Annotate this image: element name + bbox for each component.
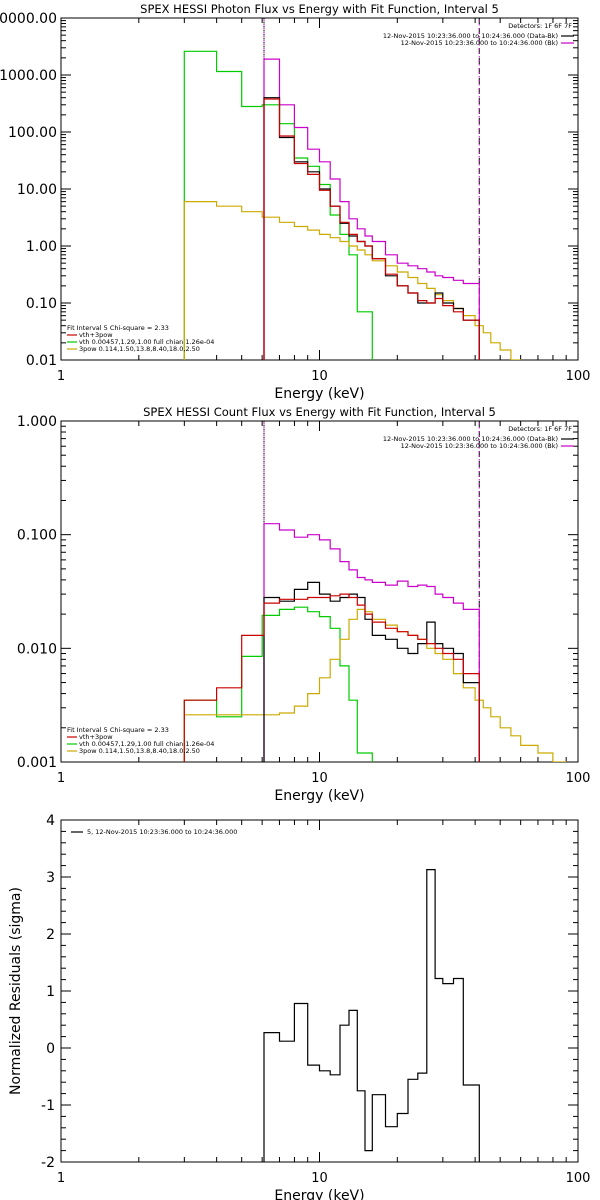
legend-entry: 12-Nov-2015 10:23:36.000 to 10:24:36.000… [401,39,558,47]
y-tick-label: 0.100 [17,528,57,544]
series-4-line [263,581,480,762]
legend-entry: 12-Nov-2015 10:23:36.000 to 10:24:36.000… [383,435,558,443]
x-tick-label: 10 [311,771,328,786]
chart-title: SPEX HESSI Photon Flux vs Energy with Fi… [140,2,499,16]
y-tick-label: 1000.00 [0,68,57,84]
fit-legend-title: Fit Interval 5 Chi-square = 2.33 [67,726,169,734]
chart-1: SPEX HESSI Photon Flux vs Energy with Fi… [0,2,590,402]
y-tick-label: 0.01 [26,353,57,369]
series-1-line [183,50,373,360]
fit-legend-title: Fit Interval 5 Chi-square = 2.33 [67,324,169,332]
y-tick-label: 1 [46,984,55,1000]
y-axis-label: Normalized Residuals (sigma) [8,887,24,1095]
series-1-line [183,606,373,762]
y-tick-label: 2 [46,927,55,943]
series-3-line [263,58,480,360]
chart-3: 1 10 100 Energy (keV) -2 -1 0 1 2 3 4 Normalized Re… [8,813,590,1200]
fit-legend-entry: 3pow 0.114,1.50,13.8,8.40,18.0,2.50 [79,747,200,755]
x-tick-label: 1 [57,1171,65,1186]
x-axis-label: Energy (keV) [274,1188,364,1200]
x-tick-label: 100 [566,1171,591,1186]
series-5-line [183,593,480,762]
y-tick-label: -1 [41,1098,55,1114]
y-tick-label: 4 [46,813,55,829]
chart-title: SPEX HESSI Count Flux vs Energy with Fit… [143,405,496,419]
y-tick-label: 0.001 [17,755,57,771]
plot-area [263,869,480,1162]
detectors-label: Detectors: 1F 6F 7F [508,22,572,30]
series-3-line [263,523,480,762]
series-5-line [263,98,480,360]
x-axis-label: Energy (keV) [274,386,364,402]
x-tick-label: 100 [566,369,591,384]
x-tick-label: 1 [57,771,65,786]
series-1-line [263,869,480,1162]
plot-area [183,18,522,360]
legend-entry: 12-Nov-2015 10:23:36.000 to 10:24:36.000… [383,32,558,40]
y-tick-label: 1.00 [26,239,57,255]
chart-2: SPEX HESSI Count Flux vs Energy with Fit… [17,405,591,804]
y-tick-label: 3 [46,870,55,886]
y-tick-label: 0.010 [17,641,57,657]
fit-legend-entry: vth 0.00457,1.29,1.00 full chian 1.26e-0… [79,740,214,748]
series-4-line [263,97,480,360]
x-tick-label: 100 [566,771,591,786]
legend-entry: 12-Nov-2015 10:23:36.000 to 10:24:36.000… [401,442,558,450]
detectors-label: Detectors: 1F 6F 7F [508,425,572,433]
x-tick-label: 1 [57,369,65,384]
plot-area [183,421,567,762]
fit-legend-entry: 3pow 0.114,1.50,13.8,8.40,18.0,2.50 [79,345,200,353]
y-tick-label: 10000.00 [0,11,57,27]
y-tick-label: 0 [46,1041,55,1057]
y-tick-label: -2 [41,1155,55,1171]
fit-legend-entry: vth+3pow [79,733,113,741]
fit-legend-entry: vth 0.00457,1.29,1.00 full chian 1.26e-0… [79,338,214,346]
y-tick-label: 1.000 [17,414,57,430]
legend-entry: 5, 12-Nov-2015 10:23:36.000 to 10:24:36.… [87,828,237,836]
x-tick-label: 10 [311,1171,328,1186]
y-tick-label: 0.10 [26,296,57,312]
x-axis-label: Energy (keV) [274,788,364,804]
plot-frame [60,819,579,1163]
x-tick-label: 10 [311,369,328,384]
fit-legend-entry: vth+3pow [79,331,113,339]
y-tick-label: 10.00 [17,182,57,198]
y-tick-label: 100.00 [8,125,57,141]
